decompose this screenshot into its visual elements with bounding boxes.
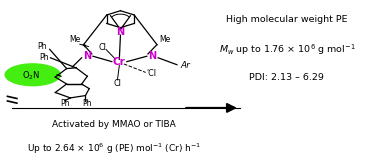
Circle shape bbox=[5, 63, 61, 86]
Text: Me: Me bbox=[160, 35, 171, 44]
Text: Me: Me bbox=[70, 35, 81, 44]
Text: Ph: Ph bbox=[82, 99, 92, 108]
Text: Up to 2.64 × 10$^6$ g (PE) mol$^{-1}$ (Cr) h$^{-1}$: Up to 2.64 × 10$^6$ g (PE) mol$^{-1}$ (C… bbox=[26, 142, 201, 156]
Text: 'Cl: 'Cl bbox=[146, 70, 156, 79]
Text: PDI: 2.13 – 6.29: PDI: 2.13 – 6.29 bbox=[249, 73, 324, 82]
Text: High molecular weight PE: High molecular weight PE bbox=[226, 15, 348, 24]
Text: Cl: Cl bbox=[113, 79, 121, 88]
Text: O$_2$N: O$_2$N bbox=[22, 69, 40, 82]
Text: Ar: Ar bbox=[180, 61, 190, 70]
Text: Activated by MMAO or TIBA: Activated by MMAO or TIBA bbox=[52, 120, 175, 129]
Text: N: N bbox=[116, 27, 124, 37]
Text: N: N bbox=[83, 51, 91, 61]
Text: Cr: Cr bbox=[113, 57, 126, 67]
Text: $M_w$ up to 1.76 × 10$^6$ g mol$^{-1}$: $M_w$ up to 1.76 × 10$^6$ g mol$^{-1}$ bbox=[218, 43, 355, 57]
Text: Cl: Cl bbox=[98, 43, 106, 52]
Text: Ph: Ph bbox=[60, 99, 70, 108]
Text: N: N bbox=[149, 51, 156, 61]
Text: Ph: Ph bbox=[39, 53, 49, 62]
Text: Ph: Ph bbox=[37, 43, 47, 52]
